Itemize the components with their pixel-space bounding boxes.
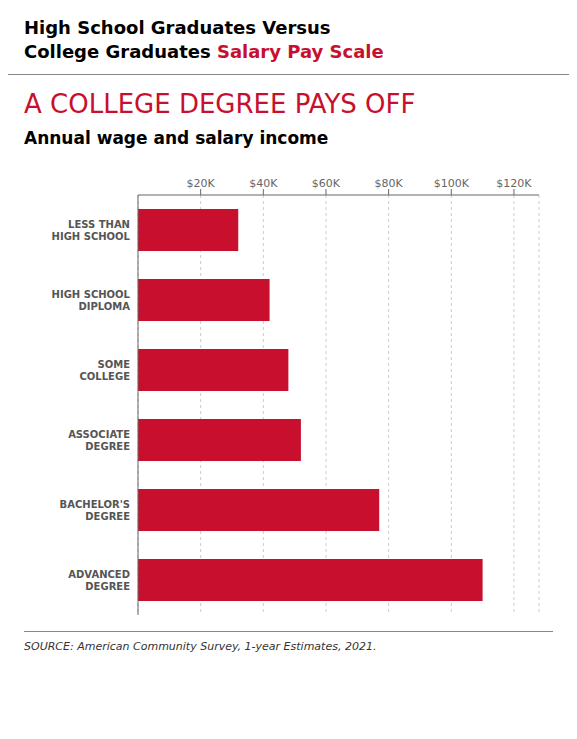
svg-text:$120K: $120K [496,177,532,190]
svg-text:$100K: $100K [434,177,470,190]
svg-text:$80K: $80K [375,177,404,190]
svg-text:$20K: $20K [187,177,216,190]
svg-text:$40K: $40K [249,177,278,190]
html-text:College Graduates Salary Pay S: College Graduates Salary Pay Scale [24,41,384,62]
svg-text:$60K: $60K [312,177,341,190]
svg-text:ASSOCIATEDEGREE: ASSOCIATEDEGREE [68,429,130,452]
svg-text:LESS THANHIGH SCHOOL: LESS THANHIGH SCHOOL [52,219,131,242]
html-text:Annual wage and salary income: Annual wage and salary income [24,128,329,148]
svg-text:HIGH SCHOOLDIPLOMA: HIGH SCHOOLDIPLOMA [52,289,131,312]
html-text:A COLLEGE DEGREE PAYS OFF: A COLLEGE DEGREE PAYS OFF [24,89,416,119]
html-text:High School Graduates Versus: High School Graduates Versus [24,17,331,38]
svg-text:ADVANCEDDEGREE: ADVANCEDDEGREE [68,569,130,592]
svg-text:BACHELOR'SDEGREE: BACHELOR'SDEGREE [60,499,131,522]
html-text:SOURCE: American Community Sur: SOURCE: American Community Survey, 1-yea… [24,640,377,653]
svg-text:SOMECOLLEGE: SOMECOLLEGE [80,359,131,382]
